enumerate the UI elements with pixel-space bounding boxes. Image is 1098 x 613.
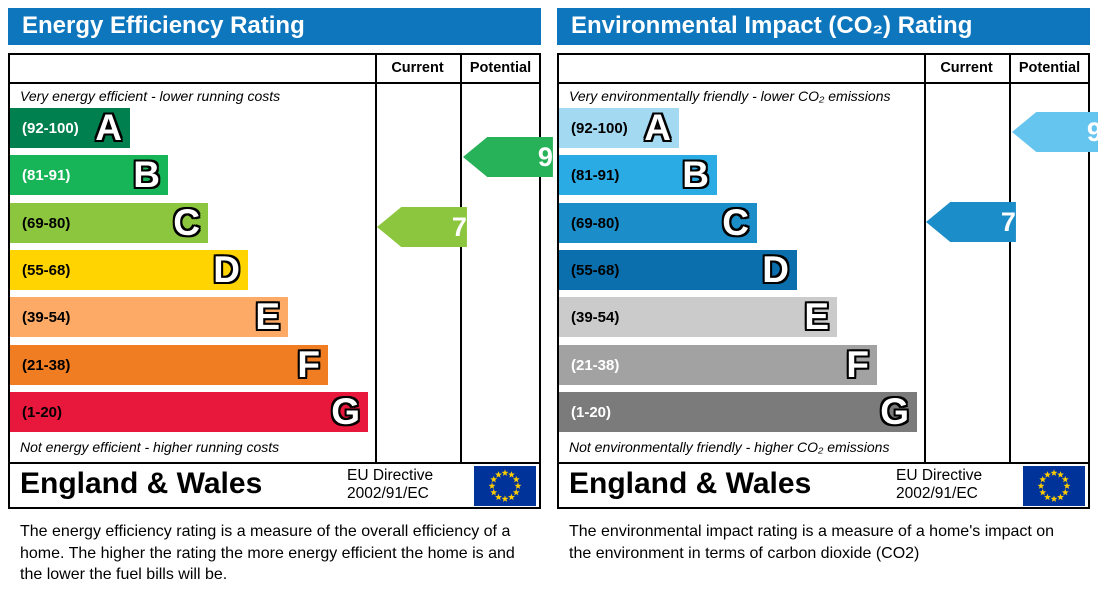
region-label: England & Wales: [20, 467, 263, 500]
band-g: (1-20) G: [559, 392, 917, 432]
band-b: (81-91) B: [559, 155, 717, 195]
band-range-label: (1-20): [22, 403, 63, 421]
band-letter: F: [297, 344, 320, 385]
band-letter: A: [95, 107, 122, 148]
energy-efficiency-panel: Energy Efficiency Rating Current Potenti…: [8, 8, 553, 583]
band-a: (92-100) A: [10, 108, 130, 148]
table-footer-row: England & Wales EU Directive 2002/91/EC: [10, 462, 539, 507]
band-f: (21-38) F: [10, 345, 328, 385]
band-range-label: (21-38): [22, 356, 71, 374]
band-letter: G: [331, 391, 360, 432]
band-letter: E: [804, 296, 829, 337]
top-caption: Very environmentally friendly - lower CO…: [569, 88, 891, 104]
band-letter: B: [682, 154, 709, 195]
eu-directive-label: EU Directive 2002/91/EC: [347, 467, 433, 503]
band-g: (1-20) G: [10, 392, 368, 432]
band-letter: D: [762, 249, 789, 290]
panel-title: Energy Efficiency Rating: [22, 12, 305, 39]
band-a: (92-100) A: [559, 108, 679, 148]
potential-rating-arrow: 91: [463, 137, 553, 177]
band-c: (69-80) C: [559, 203, 757, 243]
potential-column-header: Potential: [1018, 60, 1081, 76]
band-d: (55-68) D: [10, 250, 248, 290]
band-c: (69-80) C: [10, 203, 208, 243]
region-label: England & Wales: [569, 467, 812, 500]
table-footer-row: England & Wales EU Directive 2002/91/EC: [559, 462, 1088, 507]
panel-title-bar: Energy Efficiency Rating: [8, 8, 541, 45]
band-range-label: (55-68): [22, 261, 71, 279]
environmental-impact-panel: Environmental Impact (CO₂) Rating Curren…: [549, 0, 1098, 613]
top-caption: Very energy efficient - lower running co…: [20, 88, 281, 104]
band-range-label: (69-80): [571, 214, 620, 232]
rating-table: Current Potential Very environmentally f…: [557, 53, 1098, 509]
band-letter: E: [255, 296, 280, 337]
band-range-label: (92-100): [22, 119, 79, 137]
band-range-label: (21-38): [571, 356, 620, 374]
panel-title-bar: Environmental Impact (CO₂) Rating: [557, 8, 1090, 45]
eu-directive-line2: 2002/91/EC: [896, 485, 978, 502]
table-header-row: Current Potential: [10, 55, 539, 84]
band-range-label: (81-91): [571, 166, 620, 184]
band-letter: B: [133, 154, 160, 195]
current-rating-arrow: 75: [377, 207, 467, 247]
energy-efficiency-description: The energy efficiency rating is a measur…: [20, 523, 515, 583]
band-e: (39-54) E: [10, 297, 288, 337]
band-e: (39-54) E: [559, 297, 837, 337]
band-range-label: (69-80): [22, 214, 71, 232]
potential-rating-arrow: 92: [1012, 112, 1098, 152]
band-letter: F: [846, 344, 869, 385]
band-letter: G: [880, 391, 909, 432]
band-range-label: (55-68): [571, 261, 620, 279]
band-range-label: (39-54): [571, 308, 620, 326]
potential-column-header: Potential: [469, 60, 532, 76]
environmental-impact-description: The environmental impact rating is a mea…: [569, 523, 1055, 562]
band-range-label: (1-20): [571, 403, 612, 421]
current-rating-value: 76: [1000, 206, 1031, 237]
eu-directive-line2: 2002/91/EC: [347, 485, 429, 502]
band-letter: D: [213, 249, 240, 290]
band-range-label: (92-100): [571, 119, 628, 137]
band-letter: C: [722, 202, 749, 243]
potential-rating-value: 92: [1086, 116, 1098, 147]
eu-directive-line1: EU Directive: [896, 467, 983, 484]
eu-flag-icon: [474, 466, 536, 506]
column-divider: [375, 55, 377, 462]
bottom-caption: Not environmentally friendly - higher CO…: [569, 439, 890, 455]
band-f: (21-38) F: [559, 345, 877, 385]
eu-directive-line1: EU Directive: [347, 467, 434, 484]
potential-rating-value: 91: [537, 141, 568, 172]
band-range-label: (81-91): [22, 166, 71, 184]
rating-table: Current Potential Very energy efficient …: [8, 53, 553, 509]
band-d: (55-68) D: [559, 250, 797, 290]
current-column-header: Current: [391, 60, 444, 76]
band-letter: C: [173, 202, 200, 243]
table-header-row: Current Potential: [559, 55, 1088, 84]
current-rating-arrow: 76: [926, 202, 1016, 242]
eu-directive-label: EU Directive 2002/91/EC: [896, 467, 982, 503]
column-divider: [1009, 55, 1011, 462]
bottom-caption: Not energy efficient - higher running co…: [20, 439, 280, 455]
panel-title: Environmental Impact (CO₂) Rating: [571, 12, 973, 39]
column-divider: [460, 55, 462, 462]
column-divider: [924, 55, 926, 462]
band-range-label: (39-54): [22, 308, 71, 326]
band-letter: A: [644, 107, 671, 148]
current-column-header: Current: [940, 60, 993, 76]
band-b: (81-91) B: [10, 155, 168, 195]
eu-flag-icon: [1023, 466, 1085, 506]
current-rating-value: 75: [451, 211, 482, 242]
